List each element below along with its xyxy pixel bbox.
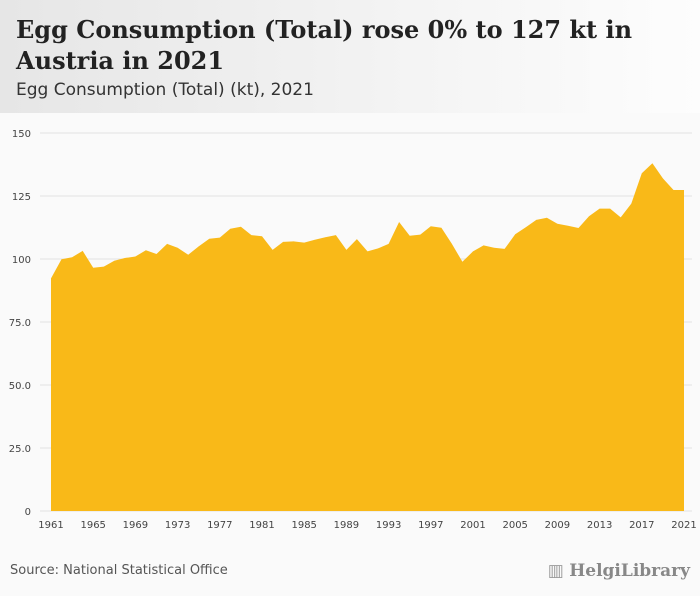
chart-subtitle: Egg Consumption (Total) (kt), 2021: [16, 80, 314, 100]
header: Egg Consumption (Total) rose 0% to 127 k…: [0, 0, 700, 113]
source-note: Source: National Statistical Office: [10, 563, 228, 578]
x-tick-label: 2021: [671, 520, 696, 531]
chart-title: Egg Consumption (Total) rose 0% to 127 k…: [16, 15, 633, 75]
helgi-library-logo: ▥ HelgiLibrary: [547, 561, 690, 581]
x-tick-label: 2001: [460, 520, 485, 531]
y-tick-label: 125: [12, 192, 31, 203]
x-tick-label: 1973: [165, 520, 190, 531]
x-tick-label: 2005: [502, 520, 527, 531]
x-tick-label: 2013: [587, 520, 612, 531]
y-tick-label: 75.0: [9, 318, 31, 329]
x-tick-label: 1997: [418, 520, 443, 531]
x-tick-label: 1977: [207, 520, 232, 531]
data-area: [51, 163, 684, 511]
y-tick-label: 150: [12, 129, 31, 140]
x-tick-label: 1969: [123, 520, 148, 531]
x-tick-label: 1965: [80, 520, 105, 531]
x-tick-label: 2017: [629, 520, 654, 531]
x-tick-label: 1989: [334, 520, 359, 531]
x-tick-label: 2009: [545, 520, 570, 531]
y-tick-label: 25.0: [9, 444, 31, 455]
y-tick-label: 0: [25, 507, 31, 518]
x-tick-label: 1981: [249, 520, 274, 531]
y-tick-label: 50.0: [9, 381, 31, 392]
x-tick-label: 1985: [291, 520, 316, 531]
x-tick-label: 1993: [376, 520, 401, 531]
x-tick-label: 1961: [38, 520, 63, 531]
y-tick-label: 100: [12, 255, 31, 266]
